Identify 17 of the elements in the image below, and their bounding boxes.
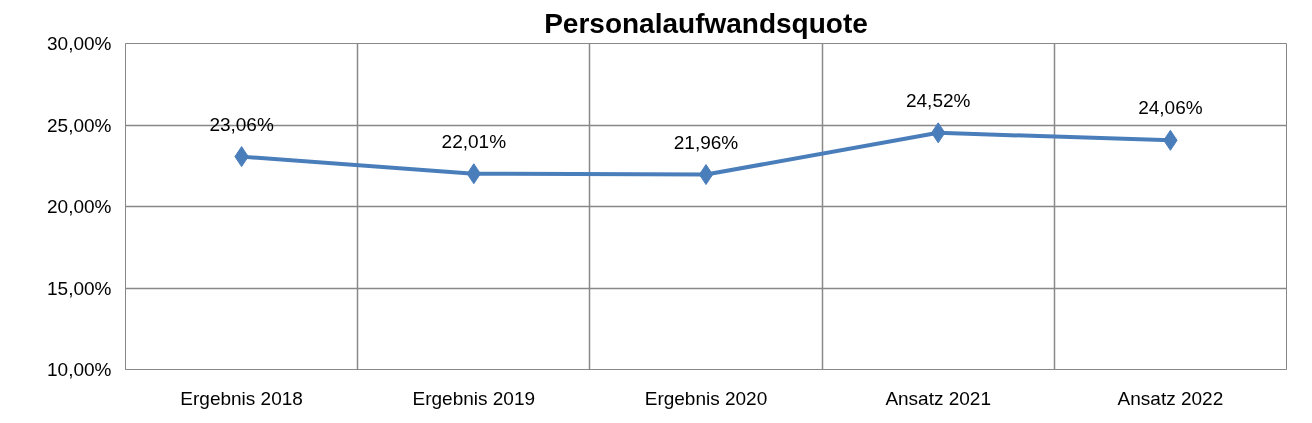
y-tick-label: 10,00% <box>47 359 112 380</box>
data-label: 24,06% <box>1138 97 1203 119</box>
x-tick-label: Ergebnis 2020 <box>644 387 768 409</box>
data-label: 21,96% <box>673 131 739 153</box>
data-label: 24,52% <box>905 89 971 111</box>
x-tick-label: Ansatz 2022 <box>1117 387 1224 409</box>
x-tick-label: Ansatz 2021 <box>885 387 992 409</box>
x-tick-label: Ergebnis 2018 <box>180 387 303 409</box>
data-label: 23,06% <box>209 113 274 135</box>
point <box>698 164 714 186</box>
x-tick-label: Ergebnis 2019 <box>412 387 536 409</box>
y-tick-label: 20,00% <box>47 196 112 217</box>
y-tick-label: 25,00% <box>47 114 112 136</box>
data-label: 22,01% <box>441 130 507 152</box>
chart-title: Personalaufwandsquote <box>544 7 868 39</box>
y-tick-label: 30,00% <box>47 33 112 54</box>
y-tick-label: 15,00% <box>47 277 112 299</box>
